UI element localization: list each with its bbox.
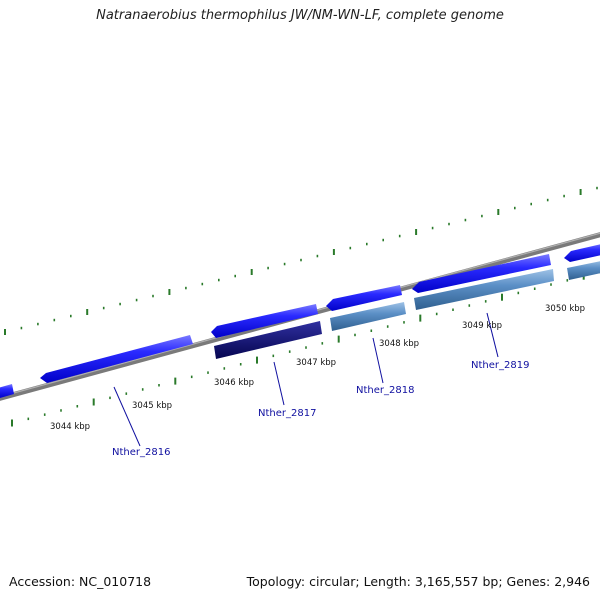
scale-tick-track	[11, 270, 600, 427]
outer-tick-track	[4, 186, 598, 335]
scale-label: 3044 kbp	[50, 422, 90, 432]
leader-line	[113, 386, 141, 447]
gene-feature-forward[interactable]	[326, 285, 402, 311]
scale-label: 3046 kbp	[214, 378, 254, 388]
map-title: Natranaerobius thermophilus JW/NM-WN-LF,…	[96, 8, 504, 23]
scale-label: 3048 kbp	[379, 339, 419, 349]
leader-line	[372, 337, 384, 384]
scale-label: 3047 kbp	[296, 358, 336, 368]
gene-label-Nther_2816[interactable]: Nther_2816	[112, 447, 170, 458]
gene-label-Nther_2817[interactable]: Nther_2817	[258, 408, 316, 419]
genome-summary-text: Topology: circular; Length: 3,165,557 bp…	[246, 574, 590, 589]
gene-feature-reverse-Nther_2817[interactable]	[214, 321, 322, 359]
leader-line	[273, 361, 285, 406]
gene-feature-forward[interactable]	[564, 243, 600, 262]
gene-feature-reverse-Nther_2819[interactable]	[414, 269, 554, 310]
gene-feature-forward[interactable]	[412, 254, 551, 293]
gene-feature-forward[interactable]	[40, 335, 193, 383]
leader-line	[486, 312, 499, 358]
accession-text: Accession: NC_010718	[9, 574, 152, 589]
scale-label: 3050 kbp	[545, 304, 585, 314]
gene-label-Nther_2819[interactable]: Nther_2819	[471, 360, 529, 371]
gene-feature-forward[interactable]	[0, 384, 14, 398]
gene-label-Nther_2818[interactable]: Nther_2818	[356, 385, 414, 396]
gene-feature-forward[interactable]	[211, 304, 318, 338]
gene-feature-reverse[interactable]	[567, 260, 600, 280]
scale-label: 3049 kbp	[462, 321, 502, 331]
scale-label: 3045 kbp	[132, 401, 172, 411]
gene-feature-reverse-Nther_2818[interactable]	[330, 302, 406, 331]
